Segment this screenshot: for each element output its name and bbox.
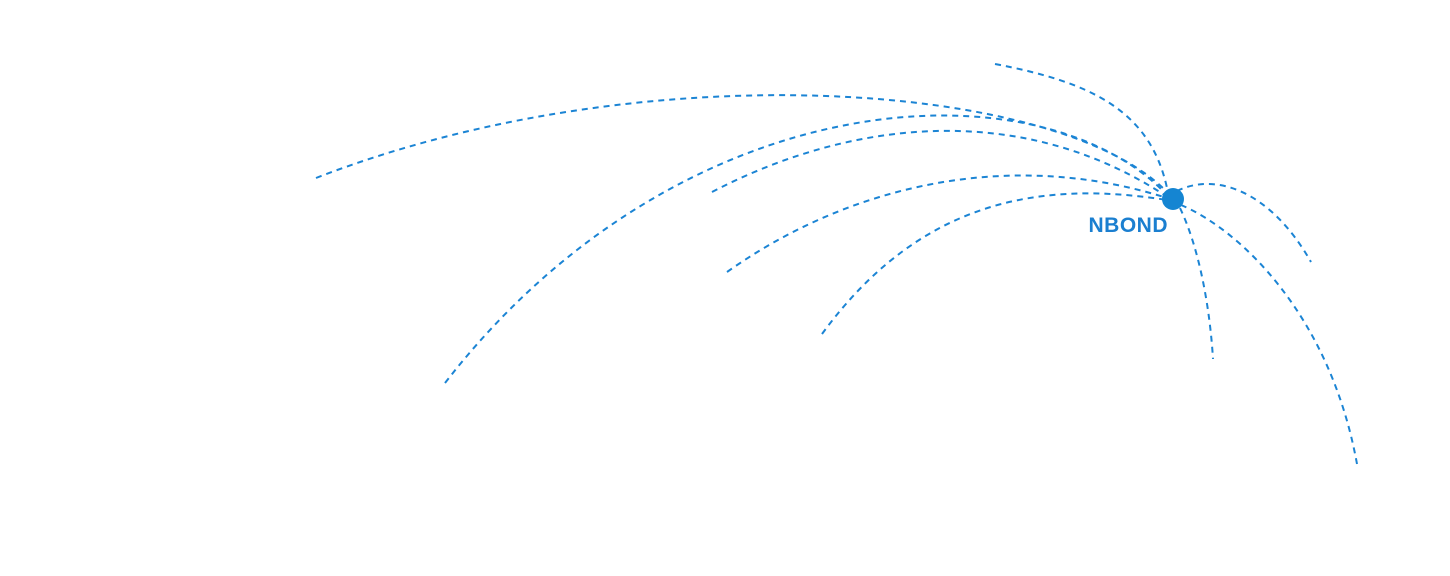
edge-down-right [1180, 204, 1358, 465]
edge-mid-upper [711, 129, 1167, 197]
edge-right-arc [1176, 183, 1312, 263]
edge-down [1179, 207, 1214, 360]
edge-mid-lower [821, 192, 1168, 335]
edge-top [994, 63, 1168, 189]
node-label[interactable]: NBOND [1086, 212, 1170, 240]
edge-far-left [315, 94, 1169, 194]
edge-mid-left-upper [444, 114, 1169, 384]
edge-mid [726, 174, 1168, 273]
edges-layer [315, 63, 1358, 465]
graph-node[interactable] [1162, 188, 1184, 210]
